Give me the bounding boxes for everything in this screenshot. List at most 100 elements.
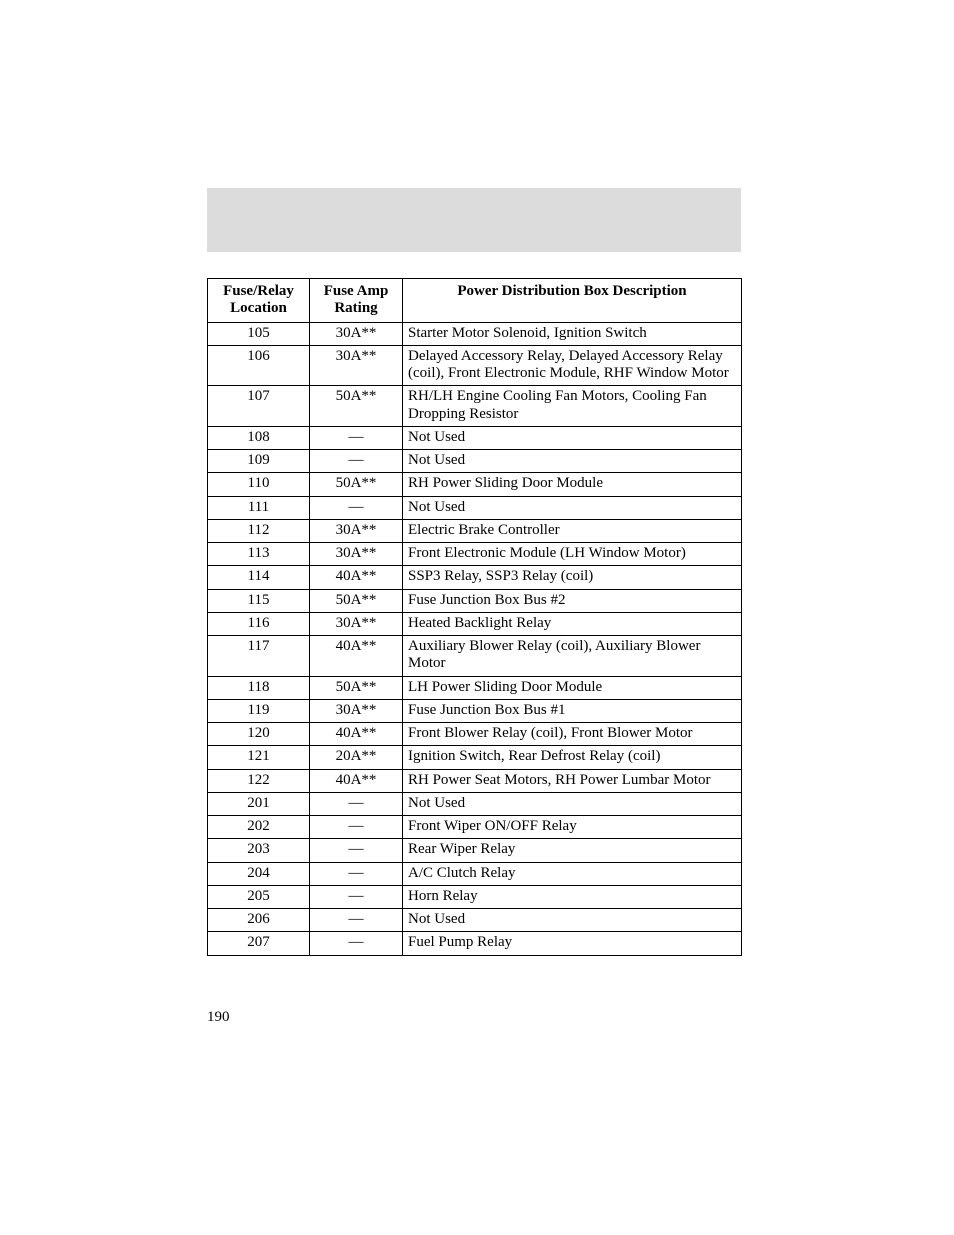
table-row: 10750A**RH/LH Engine Cooling Fan Motors,… [208, 386, 742, 427]
cell-amp: 50A** [310, 473, 403, 496]
table-row: 11930A**Fuse Junction Box Bus #1 [208, 699, 742, 722]
cell-location: 207 [208, 932, 310, 955]
cell-amp: — [310, 909, 403, 932]
cell-location: 109 [208, 450, 310, 473]
cell-desc: Front Blower Relay (coil), Front Blower … [403, 723, 742, 746]
cell-desc: Rear Wiper Relay [403, 839, 742, 862]
cell-desc: Heated Backlight Relay [403, 612, 742, 635]
cell-amp: 40A** [310, 636, 403, 677]
page: Fuse/Relay Location Fuse Amp Rating Powe… [0, 0, 954, 1235]
cell-desc: Auxiliary Blower Relay (coil), Auxiliary… [403, 636, 742, 677]
cell-amp: — [310, 932, 403, 955]
cell-location: 107 [208, 386, 310, 427]
cell-amp: 40A** [310, 566, 403, 589]
cell-location: 120 [208, 723, 310, 746]
cell-location: 105 [208, 322, 310, 345]
table-row: 11230A**Electric Brake Controller [208, 519, 742, 542]
cell-location: 111 [208, 496, 310, 519]
cell-amp: 30A** [310, 519, 403, 542]
cell-location: 108 [208, 426, 310, 449]
cell-desc: Not Used [403, 909, 742, 932]
cell-location: 206 [208, 909, 310, 932]
cell-desc: LH Power Sliding Door Module [403, 676, 742, 699]
cell-location: 110 [208, 473, 310, 496]
cell-amp: — [310, 885, 403, 908]
table-row: 12120A**Ignition Switch, Rear Defrost Re… [208, 746, 742, 769]
cell-location: 205 [208, 885, 310, 908]
table-row: 11050A**RH Power Sliding Door Module [208, 473, 742, 496]
table-row: 206—Not Used [208, 909, 742, 932]
table-row: 205—Horn Relay [208, 885, 742, 908]
table-row: 10530A**Starter Motor Solenoid, Ignition… [208, 322, 742, 345]
cell-location: 122 [208, 769, 310, 792]
cell-amp: 50A** [310, 676, 403, 699]
cell-amp: 30A** [310, 699, 403, 722]
table-row: 11330A**Front Electronic Module (LH Wind… [208, 543, 742, 566]
header-desc: Power Distribution Box Description [403, 279, 742, 323]
cell-amp: — [310, 426, 403, 449]
cell-location: 112 [208, 519, 310, 542]
cell-location: 202 [208, 816, 310, 839]
cell-location: 203 [208, 839, 310, 862]
header-amp: Fuse Amp Rating [310, 279, 403, 323]
cell-desc: Not Used [403, 792, 742, 815]
cell-desc: Horn Relay [403, 885, 742, 908]
cell-desc: Front Electronic Module (LH Window Motor… [403, 543, 742, 566]
cell-location: 106 [208, 345, 310, 386]
cell-amp: 50A** [310, 386, 403, 427]
cell-desc: Starter Motor Solenoid, Ignition Switch [403, 322, 742, 345]
table-header-row: Fuse/Relay Location Fuse Amp Rating Powe… [208, 279, 742, 323]
cell-amp: — [310, 862, 403, 885]
cell-location: 119 [208, 699, 310, 722]
table-row: 207—Fuel Pump Relay [208, 932, 742, 955]
table-row: 11850A**LH Power Sliding Door Module [208, 676, 742, 699]
cell-amp: — [310, 839, 403, 862]
cell-amp: 20A** [310, 746, 403, 769]
table-row: 12240A**RH Power Seat Motors, RH Power L… [208, 769, 742, 792]
cell-location: 115 [208, 589, 310, 612]
cell-desc: Ignition Switch, Rear Defrost Relay (coi… [403, 746, 742, 769]
header-location: Fuse/Relay Location [208, 279, 310, 323]
cell-desc: Not Used [403, 426, 742, 449]
cell-desc: Front Wiper ON/OFF Relay [403, 816, 742, 839]
page-number: 190 [207, 1009, 230, 1026]
cell-amp: 30A** [310, 345, 403, 386]
cell-amp: — [310, 792, 403, 815]
cell-amp: — [310, 816, 403, 839]
cell-desc: Fuse Junction Box Bus #1 [403, 699, 742, 722]
cell-amp: 30A** [310, 322, 403, 345]
cell-desc: Fuel Pump Relay [403, 932, 742, 955]
cell-amp: 40A** [310, 769, 403, 792]
cell-location: 117 [208, 636, 310, 677]
cell-amp: — [310, 450, 403, 473]
cell-desc: RH Power Seat Motors, RH Power Lumbar Mo… [403, 769, 742, 792]
cell-amp: 30A** [310, 612, 403, 635]
table-row: 108—Not Used [208, 426, 742, 449]
table-row: 11440A**SSP3 Relay, SSP3 Relay (coil) [208, 566, 742, 589]
table-row: 111—Not Used [208, 496, 742, 519]
section-header-bar [207, 188, 741, 252]
cell-location: 114 [208, 566, 310, 589]
table-row: 201—Not Used [208, 792, 742, 815]
cell-amp: 30A** [310, 543, 403, 566]
table-row: 11630A**Heated Backlight Relay [208, 612, 742, 635]
cell-amp: 40A** [310, 723, 403, 746]
cell-desc: Not Used [403, 496, 742, 519]
table-row: 109—Not Used [208, 450, 742, 473]
table-row: 202—Front Wiper ON/OFF Relay [208, 816, 742, 839]
table-body: 10530A**Starter Motor Solenoid, Ignition… [208, 322, 742, 955]
cell-location: 116 [208, 612, 310, 635]
cell-location: 121 [208, 746, 310, 769]
cell-desc: Fuse Junction Box Bus #2 [403, 589, 742, 612]
cell-desc: Not Used [403, 450, 742, 473]
cell-amp: — [310, 496, 403, 519]
table-row: 204—A/C Clutch Relay [208, 862, 742, 885]
cell-location: 113 [208, 543, 310, 566]
cell-desc: RH Power Sliding Door Module [403, 473, 742, 496]
cell-location: 204 [208, 862, 310, 885]
cell-location: 118 [208, 676, 310, 699]
cell-desc: A/C Clutch Relay [403, 862, 742, 885]
table-row: 11550A**Fuse Junction Box Bus #2 [208, 589, 742, 612]
cell-desc: RH/LH Engine Cooling Fan Motors, Cooling… [403, 386, 742, 427]
cell-desc: Delayed Accessory Relay, Delayed Accesso… [403, 345, 742, 386]
